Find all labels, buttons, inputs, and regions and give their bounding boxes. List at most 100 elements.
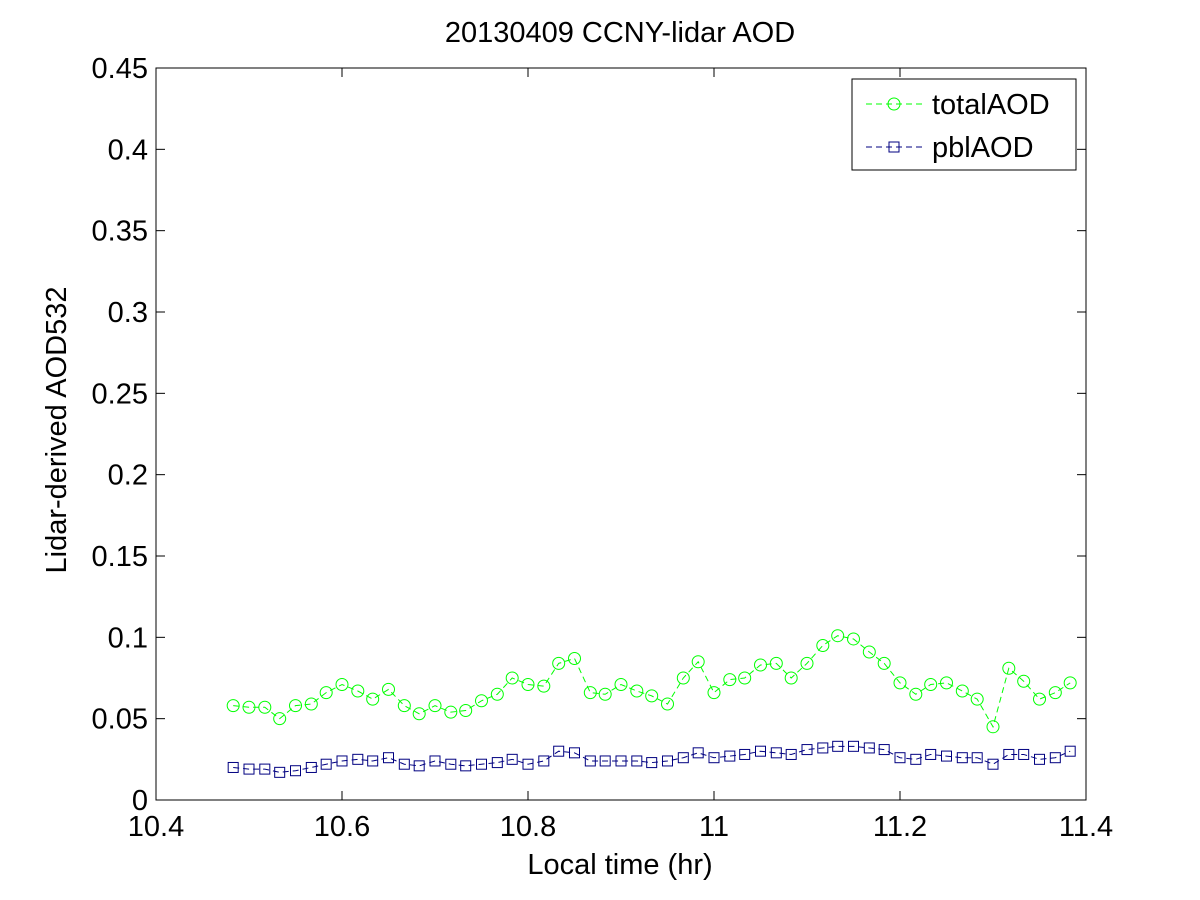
data-point-totalAOD [1033, 692, 1046, 706]
data-point-totalAOD [676, 671, 690, 685]
data-point-totalAOD [1017, 674, 1031, 688]
data-point-totalAOD [490, 687, 504, 701]
data-point-totalAOD [583, 686, 597, 700]
legend: totalAOD pblAOD [851, 78, 1077, 171]
data-point-totalAOD [645, 689, 659, 703]
data-point-totalAOD [630, 684, 644, 698]
data-point-pblAOD [305, 761, 317, 773]
x-tick-label: 10.6 [314, 811, 370, 843]
data-point-pblAOD [832, 740, 844, 752]
x-tick-label: 11 [699, 811, 729, 843]
data-point-pblAOD [848, 740, 859, 752]
data-point-totalAOD [273, 712, 287, 726]
data-point-totalAOD [940, 676, 953, 690]
data-point-totalAOD [800, 656, 814, 670]
data-point-totalAOD [707, 686, 721, 700]
data-point-pblAOD [1018, 748, 1030, 760]
data-point-pblAOD [646, 757, 658, 769]
data-point-totalAOD [691, 655, 705, 669]
legend-marker-pblAOD [888, 141, 900, 153]
data-point-pblAOD [274, 766, 286, 778]
series-totalAOD [226, 629, 1077, 734]
y-ticks: 0 0.05 0.1 0.15 0.2 0.25 0.3 0.35 0.4 0.45 [92, 53, 1086, 817]
data-point-totalAOD [568, 651, 581, 665]
data-point-pblAOD [615, 755, 627, 767]
chart-title: 20130409 CCNY-lidar AOD [445, 17, 795, 49]
data-point-totalAOD [955, 684, 969, 698]
data-point-totalAOD [382, 682, 395, 696]
series-line-pblAOD [233, 745, 1071, 773]
data-point-totalAOD [319, 686, 333, 700]
data-point-pblAOD [336, 755, 348, 767]
data-point-pblAOD [352, 753, 364, 765]
data-point-totalAOD [459, 704, 473, 718]
legend-label-totalAOD: totalAOD [932, 89, 1050, 121]
y-tick-label: 0.45 [92, 53, 148, 85]
x-tick-label: 11.2 [873, 811, 927, 843]
data-point-totalAOD [614, 678, 628, 692]
data-point-totalAOD [552, 656, 566, 670]
x-axis-label: Local time (hr) [527, 849, 712, 881]
data-point-pblAOD [1064, 745, 1076, 757]
y-axis-label: Lidar-derived AOD532 [41, 287, 73, 574]
data-point-pblAOD [878, 744, 890, 756]
data-point-pblAOD [724, 750, 736, 762]
legend-entries: totalAOD pblAOD [866, 89, 1050, 164]
data-point-totalAOD [723, 673, 737, 687]
data-point-pblAOD [243, 763, 255, 775]
data-point-pblAOD [801, 744, 813, 756]
y-tick-label: 0.15 [92, 541, 148, 573]
data-point-totalAOD [242, 700, 256, 714]
data-point-totalAOD [754, 658, 767, 672]
data-point-totalAOD [661, 697, 674, 711]
data-point-totalAOD [521, 678, 535, 692]
data-point-pblAOD [956, 752, 968, 764]
data-point-totalAOD [226, 699, 240, 713]
data-point-pblAOD [259, 763, 271, 775]
data-point-totalAOD [877, 656, 891, 670]
x-tick-label: 10.8 [500, 811, 556, 843]
data-point-totalAOD [816, 638, 830, 652]
data-point-pblAOD [1034, 753, 1045, 765]
data-point-totalAOD [1063, 676, 1077, 690]
series-layer [226, 629, 1077, 778]
x-ticks: 10.4 10.6 10.8 11 11.2 11.4 [128, 68, 1113, 843]
data-point-pblAOD [1049, 752, 1061, 764]
data-point-totalAOD [412, 707, 426, 721]
data-point-pblAOD [429, 755, 441, 767]
data-point-totalAOD [909, 687, 923, 701]
data-point-totalAOD [847, 632, 860, 646]
x-tick-label: 10.4 [128, 811, 184, 843]
y-tick-label: 0.1 [108, 622, 148, 654]
series-line-totalAOD [233, 635, 1071, 729]
data-point-pblAOD [398, 758, 410, 770]
data-point-totalAOD [397, 699, 411, 713]
legend-box [851, 78, 1077, 171]
data-point-totalAOD [1002, 661, 1016, 675]
y-tick-label: 0.35 [92, 216, 148, 248]
data-point-pblAOD [227, 761, 239, 773]
data-point-pblAOD [290, 765, 301, 777]
data-point-totalAOD [784, 671, 798, 685]
y-tick-label: 0.3 [108, 297, 148, 329]
y-tick-label: 0 [132, 785, 148, 817]
data-point-pblAOD [631, 755, 643, 767]
data-point-totalAOD [537, 679, 551, 693]
data-point-pblAOD [941, 750, 952, 762]
data-point-pblAOD [863, 742, 875, 754]
data-point-totalAOD [986, 720, 1000, 734]
data-point-pblAOD [925, 748, 937, 760]
data-point-pblAOD [817, 742, 829, 754]
y-tick-label: 0.05 [92, 704, 148, 736]
data-point-pblAOD [506, 753, 518, 765]
data-point-totalAOD [366, 692, 380, 706]
data-point-pblAOD [739, 748, 751, 760]
data-point-totalAOD [444, 705, 458, 719]
data-point-pblAOD [460, 760, 472, 772]
data-point-pblAOD [755, 745, 766, 757]
data-point-pblAOD [445, 758, 457, 770]
data-point-pblAOD [662, 755, 673, 767]
data-point-totalAOD [428, 699, 442, 713]
data-point-totalAOD [893, 676, 907, 690]
